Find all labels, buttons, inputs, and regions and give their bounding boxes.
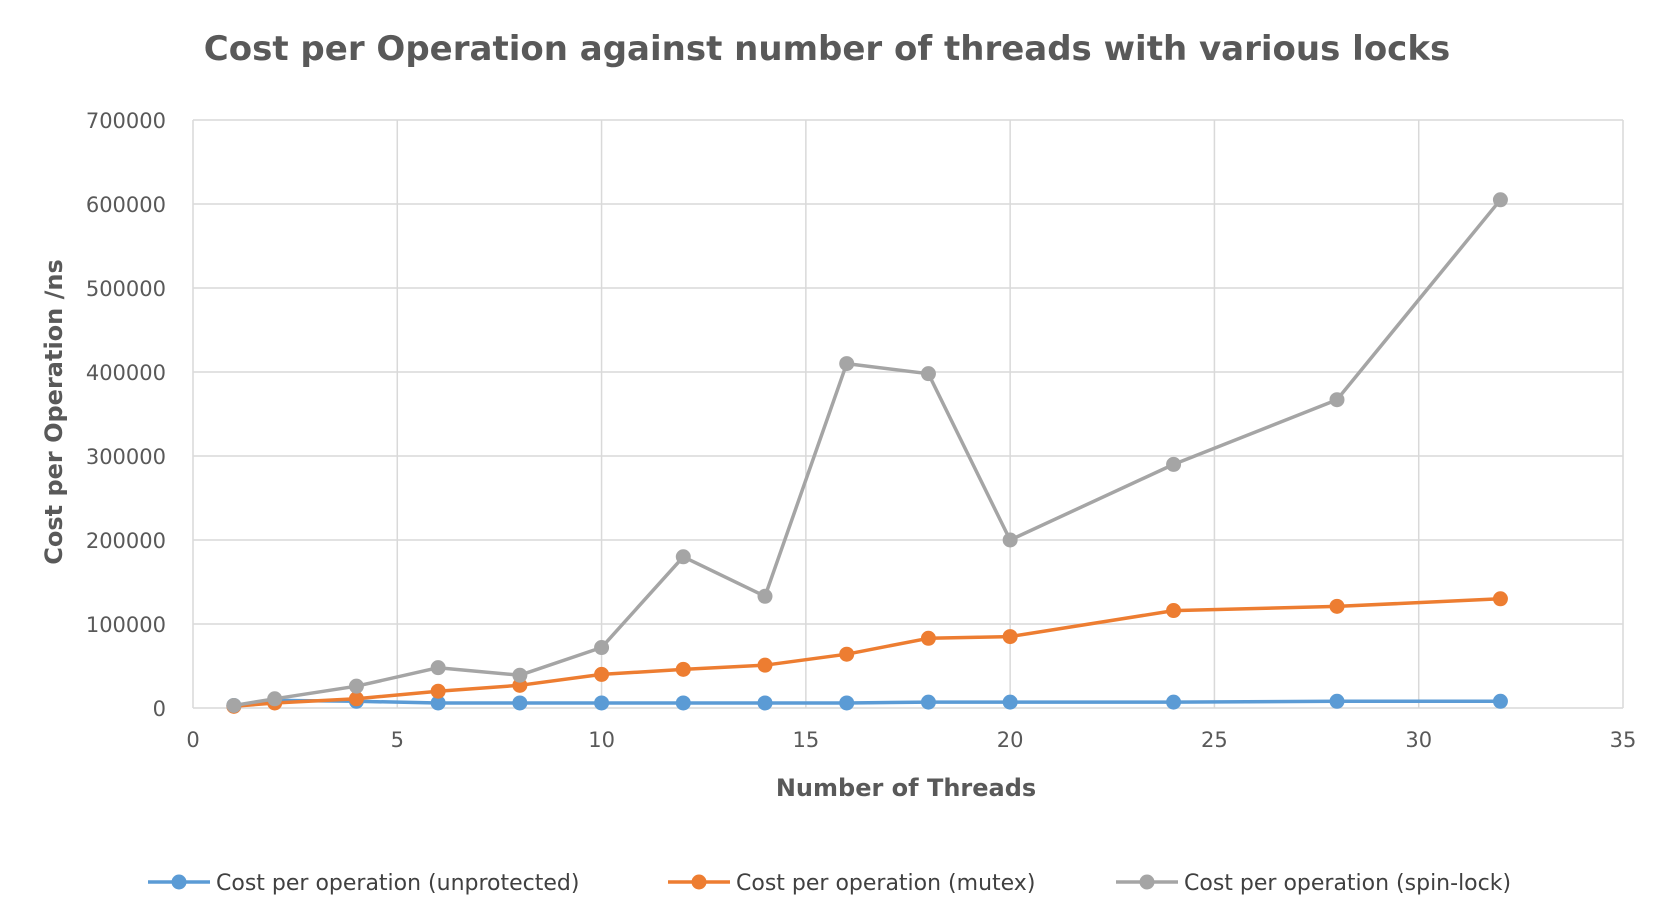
x-axis-title: Number of Threads bbox=[776, 774, 1036, 802]
series-line bbox=[233, 698, 1501, 708]
x-tick-label: 30 bbox=[1405, 728, 1432, 752]
data-point bbox=[512, 695, 528, 711]
legend-item: Cost per operation (spin-lock) bbox=[1116, 871, 1511, 896]
series-line bbox=[233, 198, 1502, 708]
x-axis-ticks: 0 5 10 15 20 25 30 35 bbox=[186, 728, 1636, 752]
series-1 bbox=[226, 591, 1508, 714]
data-point bbox=[1166, 694, 1182, 710]
chart-title: Cost per Operation against number of thr… bbox=[204, 29, 1450, 69]
y-tick-label: 500000 bbox=[86, 277, 166, 301]
data-point bbox=[920, 366, 936, 382]
data-point bbox=[1166, 603, 1182, 619]
data-point bbox=[675, 661, 691, 677]
legend-item: Cost per operation (unprotected) bbox=[148, 871, 579, 896]
data-point bbox=[1002, 694, 1018, 710]
data-point bbox=[1329, 392, 1345, 408]
y-tick-label: 300000 bbox=[86, 445, 166, 469]
legend-label: Cost per operation (mutex) bbox=[736, 871, 1035, 896]
data-point bbox=[1166, 456, 1182, 472]
legend-label: Cost per operation (spin-lock) bbox=[1184, 871, 1511, 896]
data-point bbox=[430, 695, 446, 711]
data-point bbox=[348, 691, 364, 707]
y-axis-ticks: 0 100000 200000 300000 400000 500000 600000 700… bbox=[86, 109, 166, 721]
data-point bbox=[757, 588, 773, 604]
x-tick-label: 15 bbox=[792, 728, 819, 752]
data-point bbox=[839, 695, 855, 711]
data-point bbox=[430, 660, 446, 676]
x-tick-label: 20 bbox=[997, 728, 1024, 752]
data-point bbox=[1329, 598, 1345, 614]
x-tick-label: 35 bbox=[1610, 728, 1637, 752]
data-point bbox=[757, 657, 773, 673]
x-tick-label: 0 bbox=[186, 728, 199, 752]
y-tick-label: 0 bbox=[153, 697, 166, 721]
data-point bbox=[594, 666, 610, 682]
legend-label: Cost per operation (unprotected) bbox=[216, 871, 579, 896]
data-point bbox=[512, 667, 528, 683]
y-tick-label: 700000 bbox=[86, 109, 166, 133]
series-layer bbox=[226, 192, 1508, 714]
series-line bbox=[233, 597, 1501, 709]
y-tick-label: 100000 bbox=[86, 613, 166, 637]
x-tick-label: 5 bbox=[391, 728, 404, 752]
data-point bbox=[594, 695, 610, 711]
legend-marker bbox=[1139, 874, 1155, 890]
data-point bbox=[267, 691, 283, 707]
data-point bbox=[348, 678, 364, 694]
x-tick-label: 10 bbox=[588, 728, 615, 752]
series-0 bbox=[226, 692, 1508, 713]
data-point bbox=[920, 694, 936, 710]
data-point bbox=[1002, 629, 1018, 645]
legend: Cost per operation (unprotected) Cost per… bbox=[148, 871, 1511, 896]
data-point bbox=[1492, 192, 1508, 208]
data-point bbox=[1329, 693, 1345, 709]
legend-marker bbox=[171, 874, 187, 890]
legend-item: Cost per operation (mutex) bbox=[668, 871, 1035, 896]
data-point bbox=[1002, 532, 1018, 548]
data-point bbox=[430, 683, 446, 699]
data-point bbox=[1492, 693, 1508, 709]
data-point bbox=[675, 549, 691, 565]
data-point bbox=[757, 695, 773, 711]
data-point bbox=[1492, 591, 1508, 607]
data-point bbox=[920, 630, 936, 646]
data-point bbox=[839, 646, 855, 662]
data-point bbox=[839, 356, 855, 372]
data-point bbox=[675, 695, 691, 711]
legend-marker bbox=[691, 874, 707, 890]
x-tick-label: 25 bbox=[1201, 728, 1228, 752]
y-tick-label: 200000 bbox=[86, 529, 166, 553]
data-point bbox=[594, 640, 610, 656]
y-tick-label: 400000 bbox=[86, 361, 166, 385]
y-axis-title: Cost per Operation /ns bbox=[40, 259, 68, 565]
data-point bbox=[226, 697, 242, 713]
series-2 bbox=[226, 192, 1508, 713]
y-tick-label: 600000 bbox=[86, 193, 166, 217]
grid-lines bbox=[192, 119, 1624, 709]
